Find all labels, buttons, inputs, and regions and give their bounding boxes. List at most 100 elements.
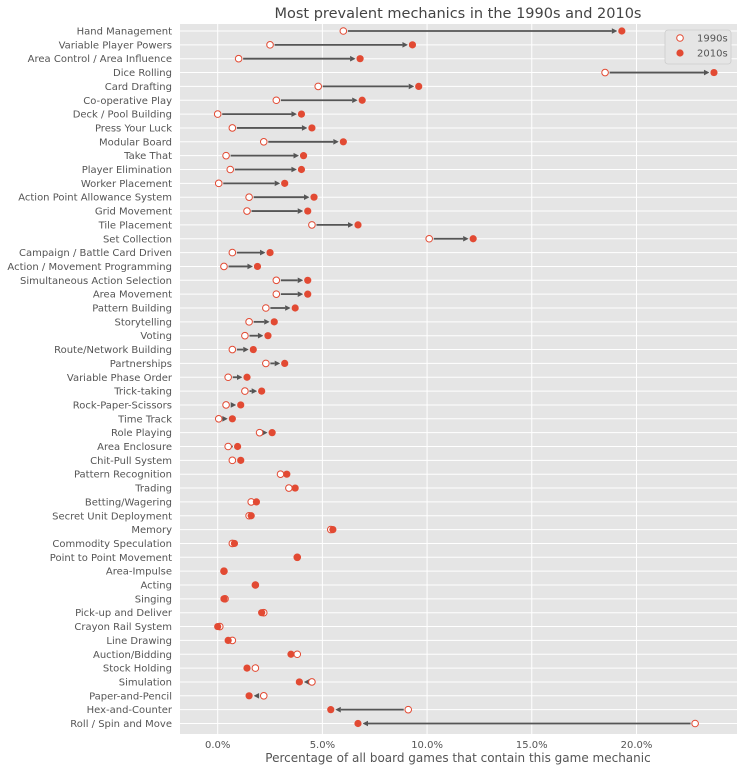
category-label: Variable Player Powers — [59, 40, 172, 51]
category-label: Deck / Pool Building — [73, 110, 172, 121]
point-2010s — [304, 290, 312, 298]
category-label: Auction/Bidding — [93, 650, 172, 661]
category-label: Secret Unit Deployment — [52, 511, 172, 522]
category-label: Pattern Recognition — [74, 470, 172, 481]
plot-background — [180, 24, 737, 734]
change-arrow-head — [333, 139, 339, 145]
point-2010s — [266, 249, 274, 257]
category-label: Trading — [134, 484, 172, 495]
change-arrow-head — [251, 388, 258, 394]
category-label: Player Elimination — [82, 165, 172, 176]
change-arrow-head — [611, 28, 618, 34]
category-label: Hand Management — [77, 27, 172, 38]
category-labels: Hand Management Variable Player Powers Are… — [7, 27, 172, 731]
point-1990s — [241, 387, 249, 395]
point-2010s — [618, 27, 626, 35]
point-1990s — [691, 719, 699, 728]
point-2010s — [354, 719, 362, 728]
point-2010s — [270, 318, 278, 326]
x-axis-label: Percentage of all board games that conta… — [265, 751, 650, 765]
change-arrow-head — [297, 208, 304, 214]
legend-marker-1990s — [676, 34, 684, 42]
category-label: Worker Placement — [81, 179, 172, 190]
point-2010s — [253, 262, 262, 271]
point-1990s — [245, 318, 253, 326]
point-1990s — [272, 96, 281, 105]
x-tick-label: 20.0% — [621, 740, 653, 751]
x-tick-labels: 0.0% 5.0% 10.0% 15.0% 20.0% — [205, 740, 652, 751]
dots-layer — [213, 27, 718, 728]
category-label: Crayon Rail System — [74, 622, 172, 633]
chart-title: Most prevalent mechanics in the 1990s an… — [275, 6, 642, 22]
category-label: Press Your Luck — [95, 123, 172, 134]
category-label: Acting — [140, 581, 172, 592]
point-1990s — [425, 234, 433, 243]
change-arrow-head — [350, 55, 356, 62]
point-1990s — [404, 705, 413, 714]
point-1990s — [224, 373, 232, 382]
category-label: Hex-and-Counter — [87, 705, 173, 716]
change-arrow-head — [304, 194, 310, 200]
category-label: Trick-taking — [113, 387, 172, 398]
point-2010s — [228, 415, 236, 423]
category-label: Grid Movement — [95, 207, 172, 218]
category-label: Area-Impulse — [106, 567, 172, 578]
legend-label-1990s: 1990s — [697, 34, 728, 45]
point-1990s — [339, 27, 348, 35]
point-1990s — [251, 664, 260, 672]
point-2010s — [252, 498, 261, 506]
point-1990s — [243, 207, 251, 215]
category-label: Singing — [135, 594, 172, 605]
category-label: Roll / Spin and Move — [70, 719, 172, 730]
point-2010s — [247, 512, 255, 520]
x-tick-label: 10.0% — [411, 740, 443, 751]
change-arrow-head — [230, 402, 237, 408]
point-2010s — [469, 235, 477, 243]
point-2010s — [251, 581, 259, 589]
point-2010s — [283, 470, 291, 478]
point-2010s — [220, 595, 228, 603]
point-1990s — [259, 692, 268, 700]
point-1990s — [228, 248, 237, 257]
point-1990s — [241, 331, 249, 340]
point-1990s — [308, 678, 316, 686]
point-2010s — [245, 692, 253, 700]
change-arrow-head — [285, 305, 291, 311]
category-label: Co-operative Play — [83, 96, 172, 107]
point-2010s — [299, 152, 308, 160]
point-1990s — [228, 456, 237, 465]
category-label: Area Control / Area Influence — [28, 54, 172, 65]
legend: 1990s 2010s — [664, 29, 732, 65]
category-label: Chit-Pull System — [90, 456, 172, 467]
category-label: Simultaneous Action Selection — [20, 276, 172, 287]
point-1990s — [314, 82, 323, 91]
category-label: Role Playing — [111, 428, 172, 439]
point-1990s — [255, 428, 264, 437]
category-label: Betting/Wagering — [85, 497, 172, 508]
point-2010s — [308, 124, 316, 132]
point-1990s — [262, 304, 270, 312]
point-2010s — [329, 526, 337, 534]
point-2010s — [264, 332, 272, 340]
category-label: Pick-up and Deliver — [75, 608, 173, 619]
point-2010s — [295, 678, 303, 686]
legend-marker-2010s — [676, 49, 684, 57]
point-2010s — [243, 664, 251, 672]
point-2010s — [249, 345, 257, 354]
change-arrow-head — [260, 249, 266, 256]
category-label: Rock-Paper-Scissors — [73, 400, 172, 411]
category-label: Campaign / Battle Card Driven — [19, 248, 172, 259]
point-2010s — [415, 82, 423, 90]
point-1990s — [226, 165, 235, 174]
point-1990s — [266, 41, 274, 49]
x-tick-label: 0.0% — [205, 740, 230, 751]
change-arrow-head — [274, 180, 281, 187]
category-label: Area Enclosure — [97, 442, 172, 453]
point-2010s — [237, 456, 245, 464]
change-arrow-head — [293, 152, 300, 159]
category-label: Card Drafting — [105, 82, 172, 93]
change-arrow-head — [402, 42, 408, 48]
change-arrow-head — [408, 83, 415, 90]
change-arrow-head — [297, 291, 304, 297]
category-label: Partnerships — [110, 359, 172, 370]
